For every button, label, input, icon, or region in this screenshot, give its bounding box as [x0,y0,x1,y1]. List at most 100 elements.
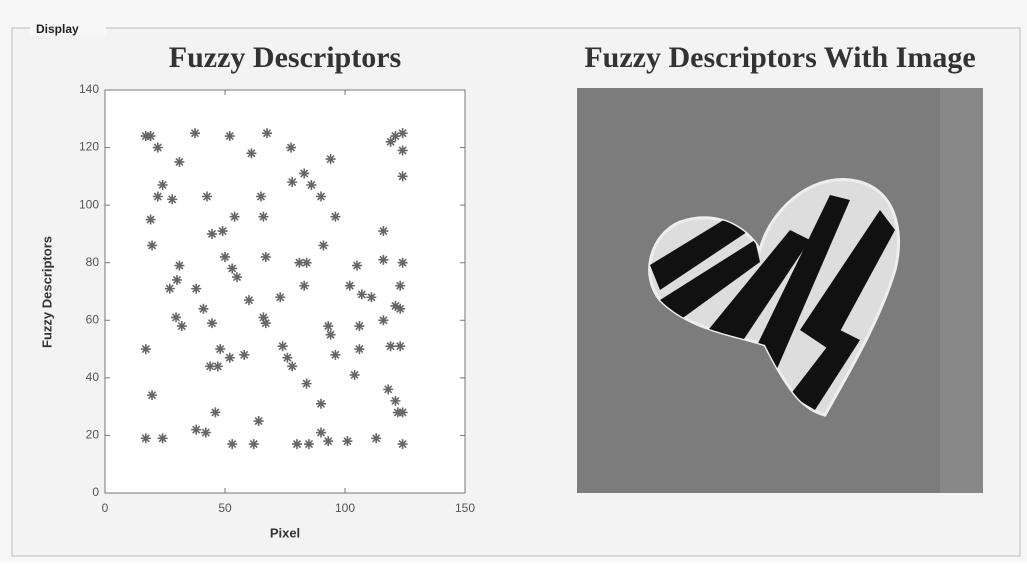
point [398,439,408,449]
point [292,439,302,449]
point [158,433,168,443]
point [366,292,376,302]
point [378,315,388,325]
point [141,344,151,354]
photo-edge [940,88,983,493]
point [230,212,240,222]
y-tick-label: 120 [79,140,99,154]
point [275,292,285,302]
point [244,295,254,305]
point [395,304,405,314]
point [249,439,259,449]
point [350,370,360,380]
point [174,261,184,271]
point [306,180,316,190]
y-tick-label: 100 [79,197,99,211]
y-tick-label: 140 [79,82,99,96]
point [352,261,362,271]
point [278,341,288,351]
point [147,390,157,400]
point [207,318,217,328]
point [390,396,400,406]
point [398,407,408,417]
panel-title: Display [36,22,79,36]
point [220,252,230,262]
point [398,145,408,155]
point [299,281,309,291]
point [177,321,187,331]
point [146,215,156,225]
point [227,439,237,449]
point [395,281,405,291]
point [330,350,340,360]
point [254,416,264,426]
point [225,353,235,363]
point [383,384,393,394]
point [227,263,237,273]
point [323,321,333,331]
point [345,281,355,291]
point [357,289,367,299]
x-tick-label: 50 [218,501,232,515]
x-tick-label: 100 [335,501,355,515]
point [198,304,208,314]
point [287,361,297,371]
point [287,177,297,187]
point [239,350,249,360]
point [316,399,326,409]
point [318,240,328,250]
point [146,131,156,141]
point [202,192,212,202]
point [201,428,211,438]
point [210,407,220,417]
point [232,272,242,282]
point [258,212,268,222]
point [191,284,201,294]
point [141,433,151,443]
x-axis-label: Pixel [270,525,300,540]
point [316,428,326,438]
point [316,192,326,202]
point [398,128,408,138]
y-axis-label: Fuzzy Descriptors [39,236,54,348]
point [225,131,235,141]
point [398,258,408,268]
y-tick-label: 80 [86,255,100,269]
chart-title: Fuzzy Descriptors [169,41,401,74]
point [171,312,181,322]
point [371,433,381,443]
point [207,229,217,239]
point [302,258,312,268]
point [153,192,163,202]
y-tick-label: 0 [92,485,99,499]
window: Display Fuzzy Descriptors Fuzzy Descript… [0,0,1027,562]
point [167,194,177,204]
point [218,226,228,236]
point [304,439,314,449]
y-tick-label: 20 [86,428,100,442]
point [165,284,175,294]
point [256,192,266,202]
point [261,318,271,328]
x-tick-label: 0 [102,501,109,515]
point [330,212,340,222]
point [342,436,352,446]
image [577,88,983,493]
point [215,344,225,354]
point [153,143,163,153]
point [190,128,200,138]
point [323,436,333,446]
point [147,240,157,250]
point [299,168,309,178]
point [213,361,223,371]
point [174,157,184,167]
point [191,425,201,435]
point [378,255,388,265]
point [282,353,292,363]
y-tick-label: 60 [86,312,100,326]
point [395,341,405,351]
point [354,321,364,331]
point [326,154,336,164]
image-title: Fuzzy Descriptors With Image [584,41,975,74]
x-tick-label: 150 [455,501,475,515]
